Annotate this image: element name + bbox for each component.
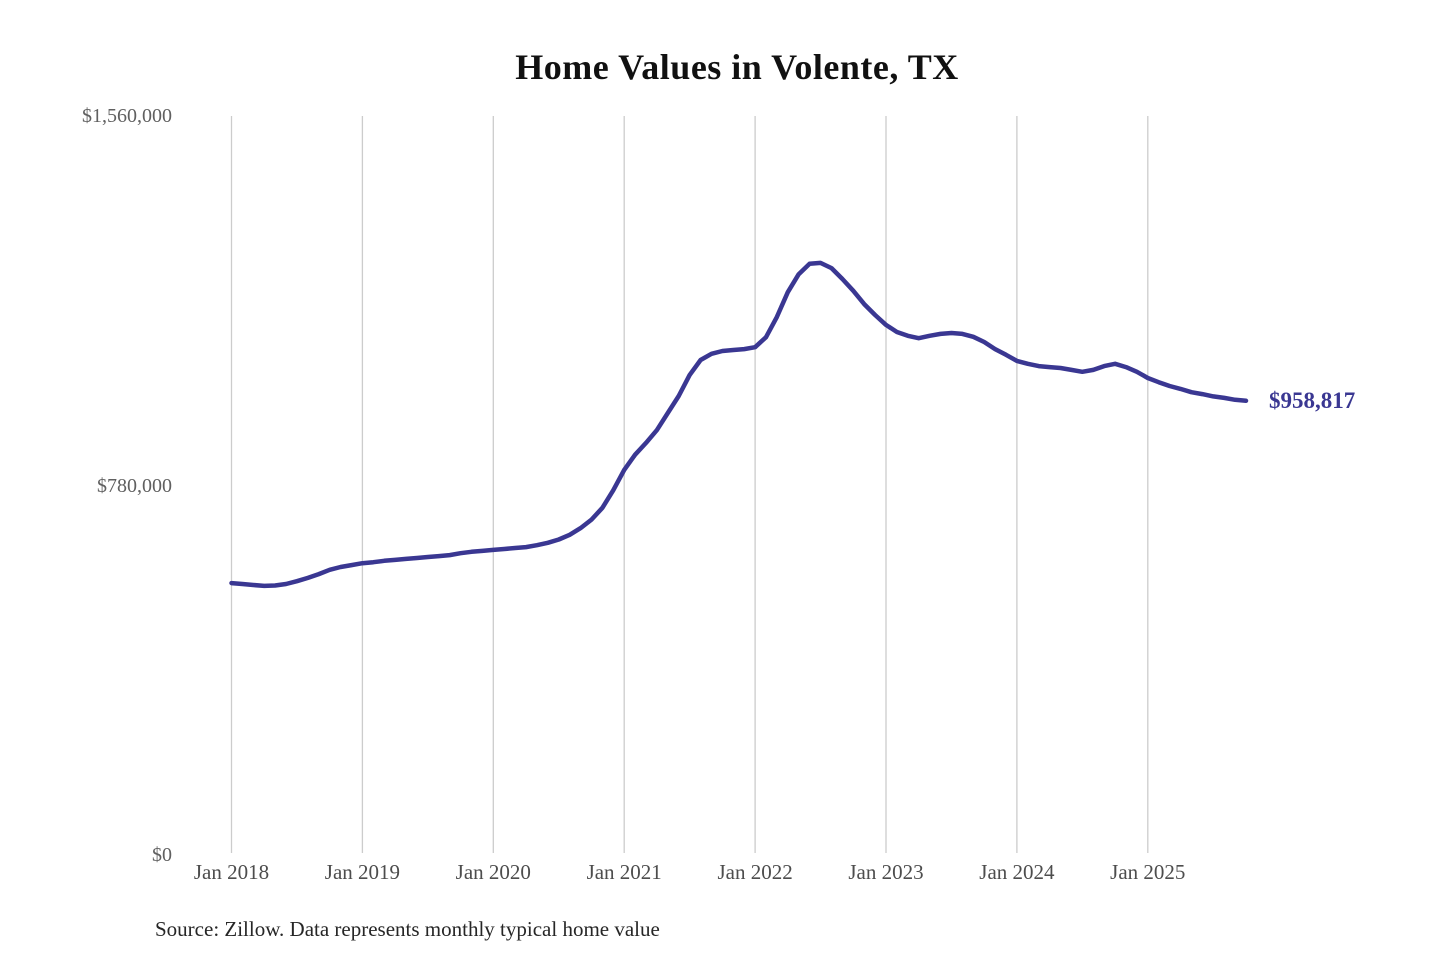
x-axis-tick-label: Jan 2021 [586,860,662,884]
x-axis-tick-label: Jan 2019 [324,860,401,884]
x-axis-tick-label: Jan 2025 [1110,860,1186,884]
y-axis-tick-label: $1,560,000 [82,105,172,127]
x-axis-tick-label: Jan 2020 [455,860,531,884]
y-axis-tick-label: $0 [152,844,172,866]
source-note: Source: Zillow. Data represents monthly … [155,917,660,941]
chart-title: Home Values in Volente, TX [515,47,959,87]
x-axis-tick-label: Jan 2018 [193,860,270,884]
x-axis-tick-label: Jan 2022 [717,860,793,884]
current-value-label: $958,817 [1268,387,1356,413]
year-gridlines [230,116,1149,853]
home-value-line [229,260,1249,589]
x-axis-tick-label: Jan 2023 [848,860,924,884]
y-axis-tick-label: $780,000 [97,474,172,497]
x-axis-tick-label: Jan 2024 [979,860,1055,884]
